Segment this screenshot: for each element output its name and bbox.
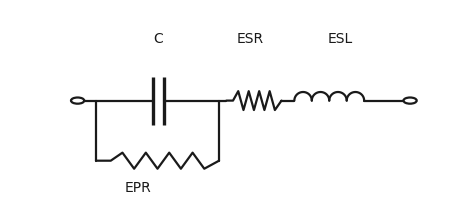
Text: ESL: ESL — [328, 32, 353, 46]
Text: C: C — [154, 32, 164, 46]
Text: ESR: ESR — [237, 32, 264, 46]
Text: EPR: EPR — [125, 181, 152, 195]
